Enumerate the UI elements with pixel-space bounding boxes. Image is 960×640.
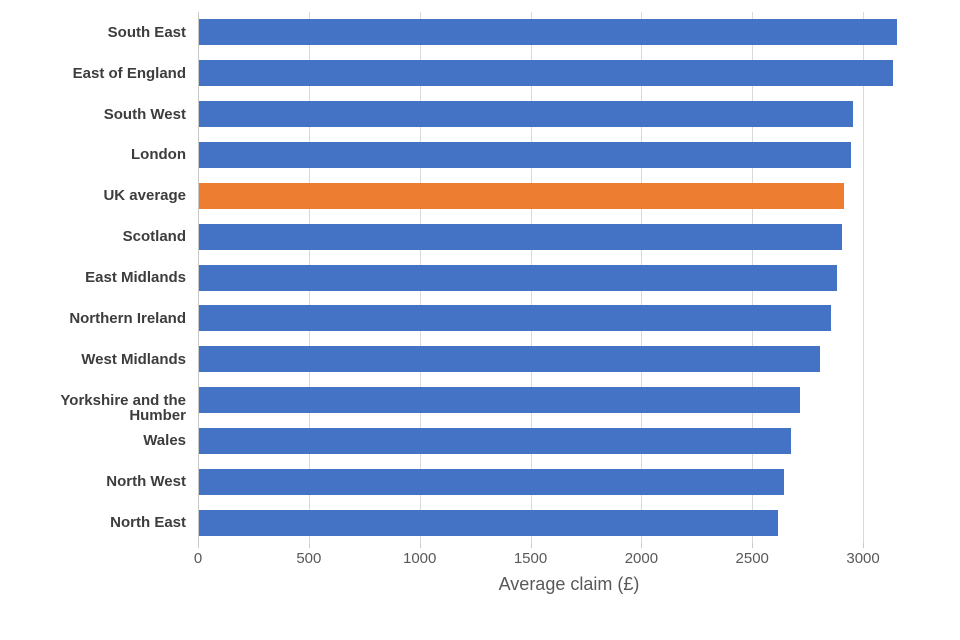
category-label: Wales (143, 432, 186, 450)
bar (199, 264, 838, 291)
bar (199, 223, 842, 250)
axis-tick (752, 543, 754, 548)
bar (199, 141, 851, 168)
axis-tick (308, 543, 310, 548)
category-label: North West (106, 473, 186, 491)
x-tick-label: 0 (193, 550, 203, 567)
category-label: Northern Ireland (69, 309, 186, 327)
x-tick-label: 1000 (403, 550, 437, 567)
axis-tick (863, 543, 865, 548)
axis-tick (198, 543, 199, 548)
axis-tick (641, 543, 643, 548)
plot-area (198, 12, 940, 548)
axis-tick (419, 543, 421, 548)
bar (199, 101, 853, 128)
x-axis-title: Average claim (£) (498, 574, 640, 594)
gridline (863, 12, 865, 543)
category-label: Yorkshire and the Humber (60, 391, 186, 424)
category-label: North East (110, 514, 186, 532)
x-tick-label: 500 (296, 550, 322, 567)
x-tick-label: 3000 (846, 550, 880, 567)
bar (199, 305, 831, 332)
category-label: UK average (103, 187, 186, 205)
axis-tick (530, 543, 532, 548)
bar (199, 60, 893, 87)
bar (199, 509, 778, 536)
bar (199, 387, 800, 414)
category-label: South East (107, 23, 186, 41)
bar (199, 346, 820, 373)
x-tick-label: 1500 (513, 550, 548, 567)
bar (199, 468, 785, 495)
category-label: East Midlands (85, 269, 186, 286)
category-label: South West (103, 105, 186, 123)
x-tick-label: 2000 (624, 550, 659, 567)
category-label: Scotland (122, 228, 186, 246)
category-label: West Midlands (81, 350, 186, 368)
bar-highlighted (199, 182, 845, 209)
x-tick-label: 2500 (735, 550, 769, 567)
bar (199, 427, 791, 454)
bar (199, 19, 898, 46)
y-axis-line (198, 12, 199, 548)
category-label: London (131, 146, 186, 164)
category-label: East of England (72, 64, 186, 82)
